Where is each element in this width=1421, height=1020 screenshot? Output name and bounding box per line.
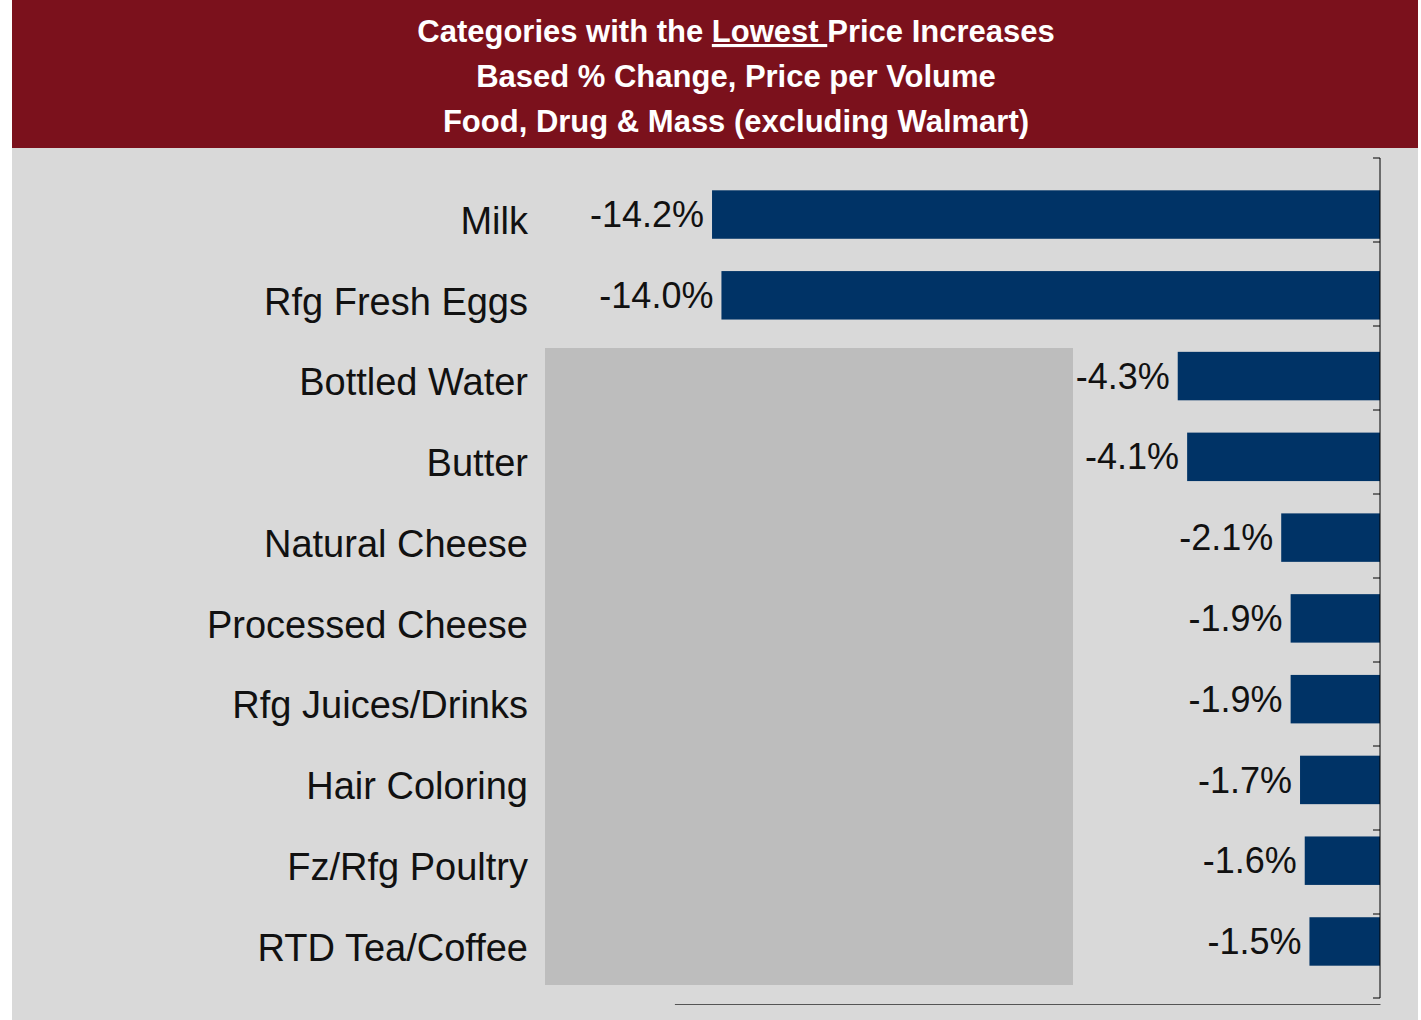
category-boundary-tick (1373, 914, 1380, 915)
title-banner (12, 0, 1418, 148)
bar (1281, 513, 1380, 561)
bar (1300, 756, 1380, 804)
data-label: -2.1% (1179, 517, 1273, 558)
value-axis (675, 1004, 1381, 1005)
category-boundary-tick (1373, 662, 1380, 663)
category-label: Milk (460, 200, 529, 242)
bar (712, 190, 1380, 238)
plot-background (12, 148, 1418, 1020)
category-label: Rfg Juices/Drinks (232, 684, 528, 726)
category-boundary-tick (1373, 746, 1380, 747)
data-label: -1.5% (1207, 921, 1301, 962)
photo-placeholder (545, 348, 1073, 985)
value-axis-line (675, 1004, 1381, 1005)
category-boundary-tick (1373, 998, 1380, 999)
bar (1187, 433, 1380, 481)
category-boundary-tick (1373, 494, 1380, 495)
category-boundary-tick (1373, 242, 1380, 243)
title: Categories with the Lowest Price Increas… (417, 14, 1055, 49)
category-boundary-tick (1373, 830, 1380, 831)
category-boundary-tick (1373, 326, 1380, 327)
data-label: -1.7% (1198, 760, 1292, 801)
category-label: Hair Coloring (306, 765, 528, 807)
category-label: Bottled Water (299, 361, 528, 403)
bar (1309, 917, 1380, 965)
category-label: Fz/Rfg Poultry (287, 846, 528, 888)
data-label: -1.6% (1203, 840, 1297, 881)
bar (1178, 352, 1380, 400)
subtitle: Food, Drug & Mass (excluding Walmart) (443, 104, 1029, 139)
data-labels: -14.2% -14.0% -4.3% -4.1%-2.1% -1.9% -1.9% -1.… (590, 194, 1301, 962)
category-boundary-tick (1373, 578, 1380, 579)
bar (1305, 836, 1380, 884)
category-axis (1373, 158, 1380, 998)
category-labels: Milk Rfg Fresh Eggs Bottled Water Butter Nat… (207, 200, 529, 969)
data-label: -4.1% (1085, 436, 1179, 477)
bar (1291, 594, 1380, 642)
category-label: RTD Tea/Coffee (258, 927, 528, 969)
category-label: Rfg Fresh Eggs (264, 281, 528, 323)
data-label: -1.9% (1189, 598, 1283, 639)
chart: Categories with the Lowest Price Increas… (0, 0, 1421, 1020)
data-label: -14.2% (590, 194, 704, 235)
data-label: -4.3% (1076, 356, 1170, 397)
category-boundary-tick (1373, 158, 1380, 159)
category-boundary-tick (1373, 410, 1380, 411)
category-label: Processed Cheese (207, 604, 528, 646)
category-label: Butter (427, 442, 529, 484)
bars (712, 190, 1380, 965)
data-label: -14.0% (599, 275, 713, 316)
bar (1291, 675, 1380, 723)
subtitle: Based % Change, Price per Volume (476, 59, 996, 94)
bar (721, 271, 1380, 319)
category-label: Natural Cheese (264, 523, 528, 565)
data-label: -1.9% (1189, 679, 1283, 720)
